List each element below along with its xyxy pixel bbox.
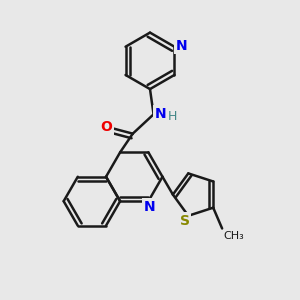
Text: O: O — [100, 119, 112, 134]
Text: CH₃: CH₃ — [224, 231, 244, 241]
Text: S: S — [180, 214, 190, 228]
Text: N: N — [176, 38, 188, 52]
Text: H: H — [168, 110, 178, 123]
Text: N: N — [154, 107, 166, 121]
Text: N: N — [144, 200, 156, 214]
